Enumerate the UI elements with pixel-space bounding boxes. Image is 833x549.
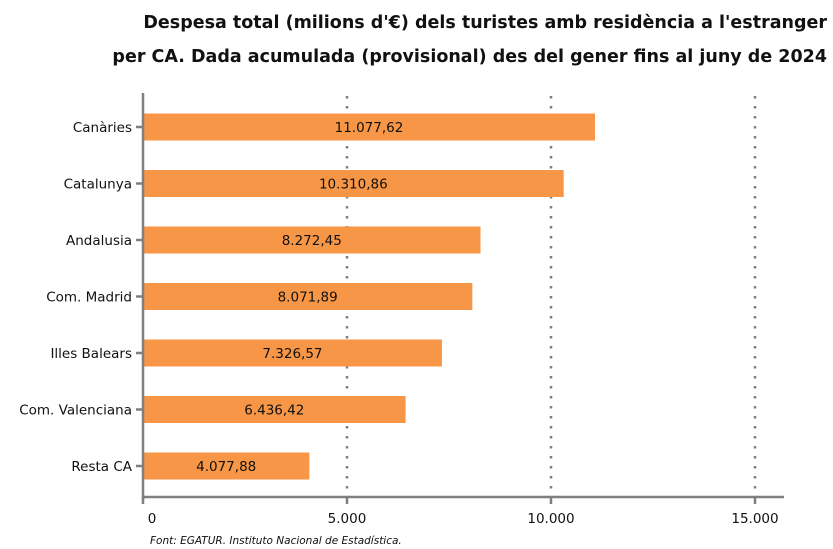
category-label-1: Catalunya [64, 177, 132, 193]
source-note: Font: EGATUR. Instituto Nacional de Esta… [150, 535, 402, 547]
chart-title-line-1: Despesa total (milions d'€) dels turiste… [143, 13, 827, 33]
x-tick-label-0: 0 [148, 511, 157, 527]
value-label-5: 6.436,42 [244, 403, 304, 419]
bar-3 [143, 283, 473, 310]
bar-4 [143, 339, 442, 367]
bar-2 [143, 226, 481, 254]
value-label-4: 7.326,57 [262, 346, 322, 362]
x-tick-label-3: 15.000 [731, 511, 778, 527]
bar-1 [143, 170, 564, 197]
x-tick-label-2: 10.000 [527, 511, 574, 527]
category-label-6: Resta CA [71, 459, 132, 475]
category-label-5: Com. Valenciana [19, 403, 132, 419]
value-label-0: 11.077,62 [335, 120, 404, 136]
labels: 0 5.000 10.000 15.000 Canàries 11.077,62 Catal… [19, 120, 778, 527]
value-label-1: 10.310,86 [319, 177, 388, 193]
category-label-3: Com. Madrid [46, 290, 132, 306]
bars [143, 113, 595, 480]
category-label-4: Illes Balears [50, 346, 132, 362]
x-tick-label-1: 5.000 [328, 511, 367, 527]
category-label-0: Canàries [73, 120, 132, 136]
value-label-3: 8.071,89 [278, 290, 338, 306]
axes [136, 93, 784, 504]
value-label-6: 4.077,88 [196, 459, 256, 475]
bar-5 [143, 396, 406, 423]
value-label-2: 8.272,45 [282, 233, 342, 249]
chart-title-line-2: per CA. Dada acumulada (provisional) des… [112, 47, 827, 67]
bar-0 [143, 113, 595, 141]
category-label-2: Andalusia [66, 233, 132, 249]
bar-6 [143, 452, 310, 480]
